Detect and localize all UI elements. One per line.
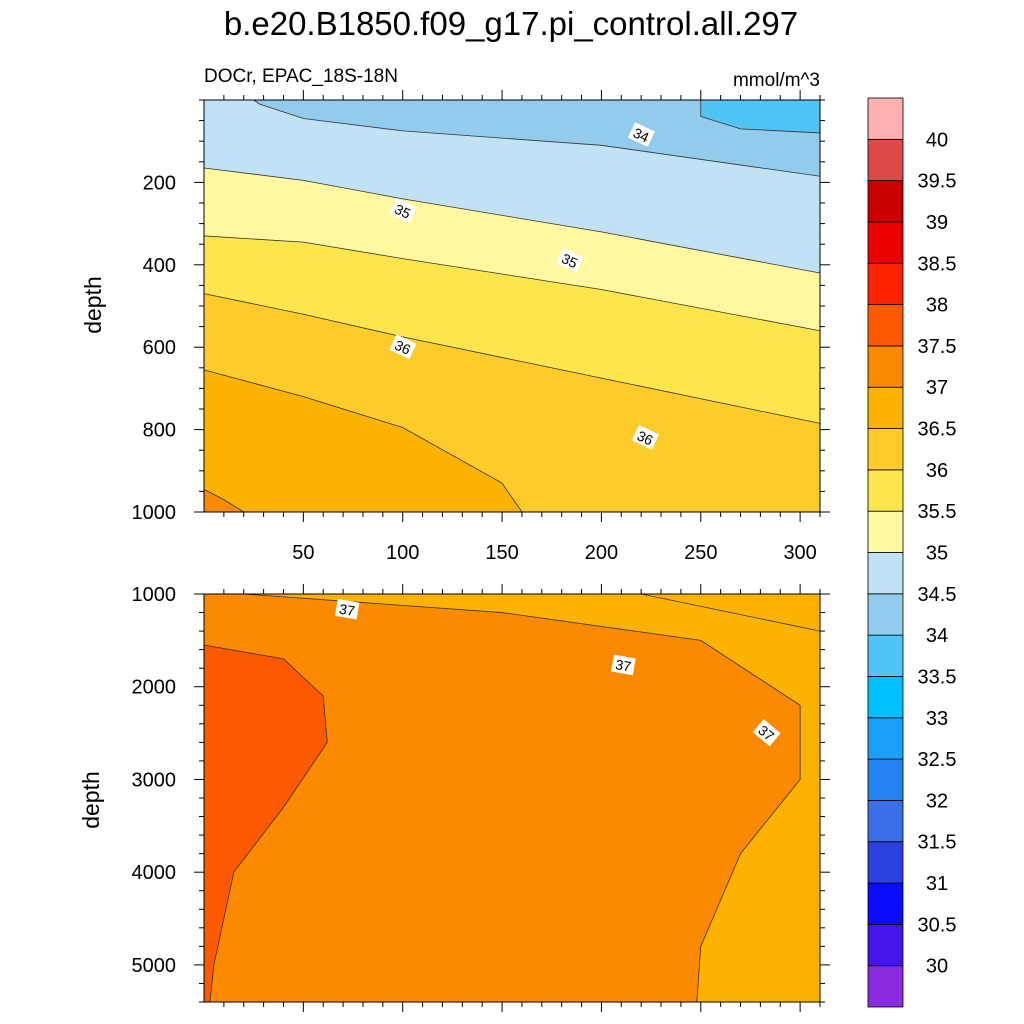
colorbar-swatch-8: [867, 634, 904, 677]
y-tick-label-0-2: 600: [143, 337, 176, 359]
colorbar-swatch-10: [867, 552, 904, 595]
upper-y-axis-label: depth: [80, 276, 106, 334]
y-tick-label-1-3: 4000: [132, 862, 177, 884]
colorbar-label-9: 34.5: [918, 584, 957, 606]
contour-label-0-0: 34: [627, 122, 655, 147]
colorbar-label-8: 34: [926, 625, 948, 647]
y-tick-label-0-4: 1000: [132, 502, 177, 524]
contour-fill-0-7: [204, 489, 244, 512]
colorbar-swatch-5: [867, 758, 904, 801]
y-tick-label-0-0: 200: [143, 172, 176, 194]
colorbar-swatch-17: [867, 262, 904, 305]
colorbar-label-18: 39: [926, 212, 948, 234]
colorbar: 30 30.5 31 31.5 32 32.5 33 33.5 34 34.5 35 35.5 36 36…: [867, 97, 957, 1008]
contour-label-0-1: 35: [389, 198, 417, 224]
x-tick-label-1: 100: [386, 542, 419, 564]
colorbar-label-14: 37: [926, 377, 948, 399]
colorbar-swatch-7: [867, 676, 904, 719]
contour-label-0-2: 35: [556, 247, 584, 273]
contour-label-1-1: 37: [611, 654, 636, 676]
x-tick-label-5: 300: [783, 542, 816, 564]
y-tick-label-0-1: 400: [143, 255, 176, 277]
colorbar-swatch-13: [867, 428, 904, 471]
colorbar-swatch-0: [867, 965, 904, 1008]
colorbar-swatch-19: [867, 180, 904, 223]
colorbar-label-7: 33.5: [918, 666, 957, 688]
colorbar-label-20: 40: [926, 129, 948, 151]
x-tick-label-4: 250: [684, 542, 717, 564]
y-tick-label-1-1: 2000: [132, 677, 177, 699]
y-tick-label-1-2: 3000: [132, 769, 177, 791]
colorbar-label-3: 31.5: [918, 832, 957, 854]
x-tick-label-2: 150: [485, 542, 518, 564]
lower-panel: 37 37 37 1000 2000 3000 4000 5000: [132, 584, 830, 1012]
colorbar-swatch-6: [867, 717, 904, 760]
colorbar-label-5: 32.5: [918, 749, 957, 771]
contour-fill-0-2: [700, 100, 820, 133]
contour-line-0-2: [203, 167, 821, 274]
y-tick-label-1-4: 5000: [132, 955, 177, 977]
contour-line-0-0: [700, 100, 821, 134]
contour-label-text: 35: [559, 250, 580, 271]
contour-line-0-5: [203, 369, 523, 513]
colorbar-swatch-2: [867, 882, 904, 925]
contour-label-text: 36: [635, 427, 656, 448]
y-tick-label-1-0: 1000: [132, 584, 177, 606]
contour-label-1-0: 37: [334, 598, 360, 620]
contour-fill-0-6: [204, 369, 522, 512]
colorbar-swatch-21: [867, 97, 904, 140]
colorbar-label-13: 36.5: [918, 419, 957, 441]
colorbar-swatch-12: [867, 469, 904, 512]
colorbar-swatch-18: [867, 221, 904, 264]
colorbar-swatch-11: [867, 510, 904, 553]
contour-label-text: 36: [392, 337, 413, 358]
contour-label-text: 37: [614, 656, 632, 674]
colorbar-label-15: 37.5: [918, 336, 957, 358]
colorbar-label-12: 36: [926, 460, 948, 482]
colorbar-swatch-16: [867, 304, 904, 347]
colorbar-swatch-14: [867, 386, 904, 429]
contour-label-0-4: 36: [631, 425, 659, 450]
x-tick-label-3: 200: [585, 542, 618, 564]
contour-line-0-6: [203, 488, 244, 513]
contour-label-1-2: 37: [752, 719, 781, 747]
colorbar-swatch-20: [867, 138, 904, 182]
contour-line-0-3: [203, 235, 821, 332]
colorbar-swatch-9: [867, 593, 904, 636]
contour-fill-1-1: [204, 594, 801, 1002]
colorbar-label-16: 38: [926, 295, 948, 317]
contour-label-0-3: 36: [389, 334, 417, 360]
y-tick-label-0-3: 800: [143, 420, 176, 442]
colorbar-swatch-15: [867, 345, 904, 388]
colorbar-label-10: 35: [926, 543, 948, 565]
contour-label-text: 35: [392, 201, 413, 222]
colorbar-label-0: 30: [926, 956, 948, 978]
contour-line-0-1: [253, 99, 821, 177]
x-tick-label-0: 50: [292, 542, 314, 564]
contour-label-text: 34: [631, 124, 652, 145]
contour-line-0-4: [203, 293, 821, 424]
colorbar-label-2: 31: [926, 873, 948, 895]
lower-y-axis-label: depth: [78, 771, 104, 829]
colorbar-swatch-3: [867, 841, 904, 884]
colorbar-label-11: 35.5: [918, 501, 957, 523]
colorbar-label-17: 38.5: [918, 253, 957, 275]
contour-fill-0-1: [253, 100, 820, 177]
contour-line-1-0: [243, 593, 801, 1003]
colorbar-label-6: 33: [926, 708, 948, 730]
left-subtitle: DOCr, EPAC_18S-18N: [204, 66, 398, 87]
contour-label-text: 37: [338, 601, 356, 619]
colorbar-label-19: 39.5: [918, 171, 957, 193]
colorbar-label-4: 32: [926, 790, 948, 812]
upper-panel: 34 35 35 36 36 200 400 600 800 1000 50 100 150 200 250…: [132, 90, 830, 564]
right-subtitle: mmol/m^3: [733, 70, 820, 91]
colorbar-label-1: 30.5: [918, 914, 957, 936]
colorbar-swatch-4: [867, 800, 904, 843]
contour-line-1-1: [641, 593, 821, 632]
colorbar-swatch-1: [867, 923, 904, 967]
contour-line-1-2: [203, 644, 328, 1003]
contour-fill-1-2: [204, 645, 328, 1002]
chart-title: b.e20.B1850.f09_g17.pi_control.all.297: [224, 5, 798, 42]
